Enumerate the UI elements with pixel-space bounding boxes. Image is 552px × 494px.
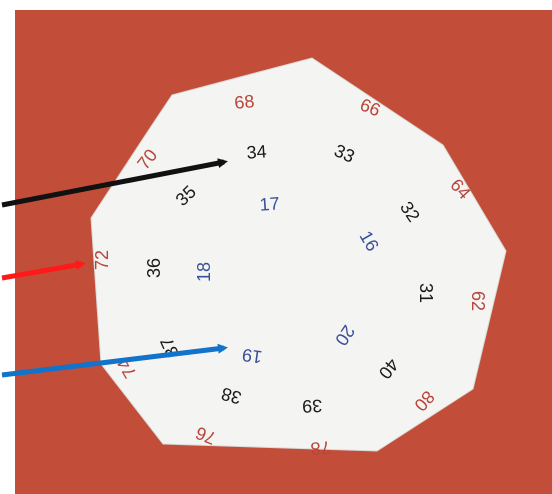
red-arrow [1,260,86,281]
middle-number-39: 39 [302,396,323,417]
outer-number-68: 68 [233,91,255,113]
outer-number-72: 72 [92,250,112,270]
inner-number-19: 19 [241,345,264,368]
blue-arrow [1,343,228,378]
middle-number-34: 34 [246,141,267,162]
outer-number-62: 62 [468,291,488,311]
middle-number-31: 31 [416,283,436,303]
black-arrow [1,158,228,208]
inner-number-18: 18 [194,262,214,282]
middle-number-36: 36 [144,258,164,278]
outer-number-78: 78 [310,437,332,459]
inner-number-17: 17 [259,193,280,214]
